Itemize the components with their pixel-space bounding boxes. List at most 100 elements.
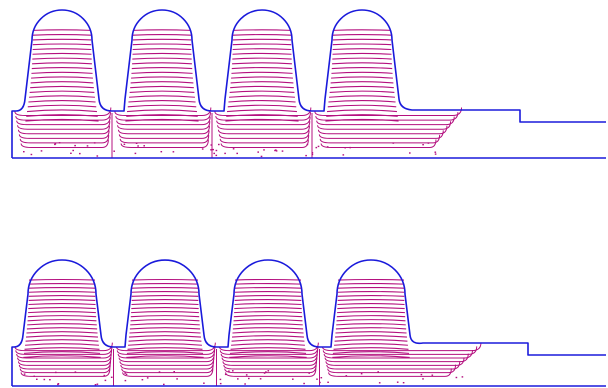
panel-bottom <box>11 259 606 387</box>
yoke-contour <box>217 125 310 135</box>
contour-line <box>231 71 293 74</box>
contour-line <box>333 347 409 350</box>
noise-speck <box>86 145 89 147</box>
contour-line <box>131 311 199 314</box>
contour-line <box>232 331 304 334</box>
contour-line <box>332 48 392 51</box>
noise-speck <box>434 153 437 155</box>
contour-line <box>232 48 292 51</box>
noise-speck <box>103 374 106 377</box>
contour-line <box>332 34 392 36</box>
contour-line <box>131 67 193 70</box>
noise-speck <box>224 152 226 155</box>
contour-line <box>132 38 192 41</box>
noise-speck <box>315 146 318 149</box>
contour-line <box>228 100 296 103</box>
noise-speck <box>326 146 329 148</box>
contour-line <box>326 109 398 113</box>
yoke-contour <box>322 346 478 355</box>
yoke-contour <box>323 349 473 359</box>
noise-speck <box>232 148 235 150</box>
contour-line <box>28 278 96 281</box>
contour-line <box>335 331 407 334</box>
noise-speck <box>306 143 309 146</box>
noise-speck <box>263 372 266 374</box>
noise-speck <box>54 143 57 145</box>
contour-line <box>232 38 292 41</box>
yoke-contour <box>119 134 210 144</box>
contour-line <box>327 104 397 108</box>
noise-speck <box>396 381 399 383</box>
noise-speck <box>420 373 423 376</box>
contour-line <box>23 351 101 354</box>
contour-line <box>32 52 92 55</box>
noise-speck <box>163 383 165 386</box>
contour-line <box>337 295 405 297</box>
contour-line <box>234 299 302 301</box>
contour-line <box>25 343 99 346</box>
contour-line <box>28 311 96 314</box>
contour-line <box>130 81 194 84</box>
yoke-contour <box>316 116 455 126</box>
panel-top <box>11 9 606 159</box>
contour-line <box>131 303 199 306</box>
noise-speck <box>349 146 351 149</box>
contour-line <box>334 343 408 346</box>
contour-line <box>229 351 307 354</box>
noise-speck <box>434 151 437 153</box>
contour-line <box>332 38 392 41</box>
contour-line <box>234 278 302 281</box>
noise-speck <box>213 152 215 155</box>
contour-line <box>232 43 292 46</box>
contour-line <box>28 299 96 301</box>
contour-line <box>231 339 305 342</box>
contour-line <box>332 355 410 359</box>
contour-line <box>28 307 96 310</box>
contour-line <box>32 34 92 36</box>
noise-speck <box>281 150 284 152</box>
noise-speck <box>49 379 51 381</box>
stator-outline <box>11 259 606 387</box>
contour-line <box>126 351 204 354</box>
contour-line <box>28 295 96 297</box>
noise-speck <box>305 154 307 157</box>
noise-speck <box>218 143 220 146</box>
noise-speck <box>58 142 61 144</box>
contour-line <box>131 76 193 79</box>
noise-speck <box>259 378 262 380</box>
contour-line <box>336 323 406 326</box>
noise-speck <box>292 378 294 380</box>
contour-line <box>23 355 101 359</box>
noise-speck <box>124 372 126 374</box>
contour-line <box>233 315 303 318</box>
noise-speck <box>30 153 33 156</box>
noise-speck <box>40 150 43 152</box>
contour-line <box>132 48 192 51</box>
noise-speck <box>275 149 277 151</box>
noise-speck <box>96 383 99 385</box>
contour-line <box>234 303 302 306</box>
noise-speck <box>137 145 139 147</box>
yoke-contour <box>16 116 111 126</box>
contour-line <box>131 295 199 297</box>
noise-speck <box>311 152 314 154</box>
contour-line <box>128 343 202 346</box>
contour-line <box>25 339 99 342</box>
noise-speck <box>402 382 405 384</box>
yoke-contour <box>116 116 211 126</box>
contour-line <box>32 57 92 60</box>
noise-speck <box>431 374 434 376</box>
yoke-contour <box>327 364 457 374</box>
contour-line <box>30 81 94 84</box>
contour-line <box>331 76 393 79</box>
noise-speck <box>263 149 265 151</box>
contour-line <box>126 109 198 113</box>
contour-line <box>129 90 195 94</box>
contour-line <box>337 299 405 301</box>
noise-speck <box>141 379 144 381</box>
contour-line <box>28 282 96 285</box>
noise-speck <box>215 154 218 157</box>
noise-speck <box>275 150 278 152</box>
yoke-contour <box>17 125 110 135</box>
contour-line <box>337 282 405 285</box>
